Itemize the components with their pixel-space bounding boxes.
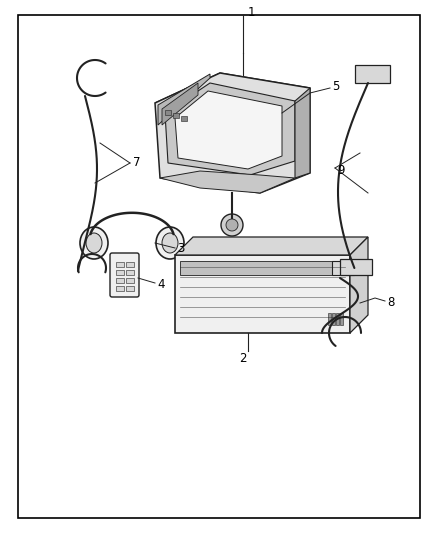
Polygon shape — [162, 83, 198, 125]
Bar — [116, 270, 124, 275]
Bar — [181, 116, 187, 121]
Text: 7: 7 — [133, 157, 141, 169]
Polygon shape — [165, 83, 295, 175]
Bar — [175, 255, 350, 333]
Polygon shape — [295, 88, 310, 178]
Text: 3: 3 — [177, 243, 184, 255]
Ellipse shape — [156, 227, 184, 259]
Polygon shape — [160, 171, 295, 193]
Polygon shape — [155, 73, 310, 193]
Polygon shape — [158, 74, 210, 125]
Polygon shape — [175, 237, 368, 255]
Bar — [180, 261, 345, 275]
Bar — [126, 270, 134, 275]
Ellipse shape — [162, 233, 178, 253]
Bar — [355, 65, 390, 83]
Bar — [332, 261, 354, 275]
Text: 4: 4 — [157, 278, 165, 290]
Bar — [165, 110, 171, 115]
Bar — [336, 313, 339, 325]
Bar — [116, 286, 124, 291]
Bar — [340, 313, 343, 325]
FancyBboxPatch shape — [110, 253, 139, 297]
Bar — [126, 286, 134, 291]
Circle shape — [226, 219, 238, 231]
Text: 5: 5 — [332, 79, 339, 93]
Polygon shape — [350, 237, 368, 333]
Text: 9: 9 — [337, 165, 345, 177]
Circle shape — [221, 214, 243, 236]
Bar — [126, 262, 134, 267]
Bar — [332, 313, 335, 325]
Bar — [328, 313, 331, 325]
Bar — [116, 262, 124, 267]
Bar — [173, 113, 179, 118]
Text: 1: 1 — [248, 6, 255, 20]
Text: 2: 2 — [239, 351, 247, 365]
Polygon shape — [155, 73, 310, 118]
Polygon shape — [175, 91, 282, 169]
Ellipse shape — [86, 233, 102, 253]
Bar — [340, 259, 372, 275]
Bar — [116, 278, 124, 283]
Bar — [126, 278, 134, 283]
Text: 8: 8 — [387, 295, 394, 309]
Ellipse shape — [80, 227, 108, 259]
